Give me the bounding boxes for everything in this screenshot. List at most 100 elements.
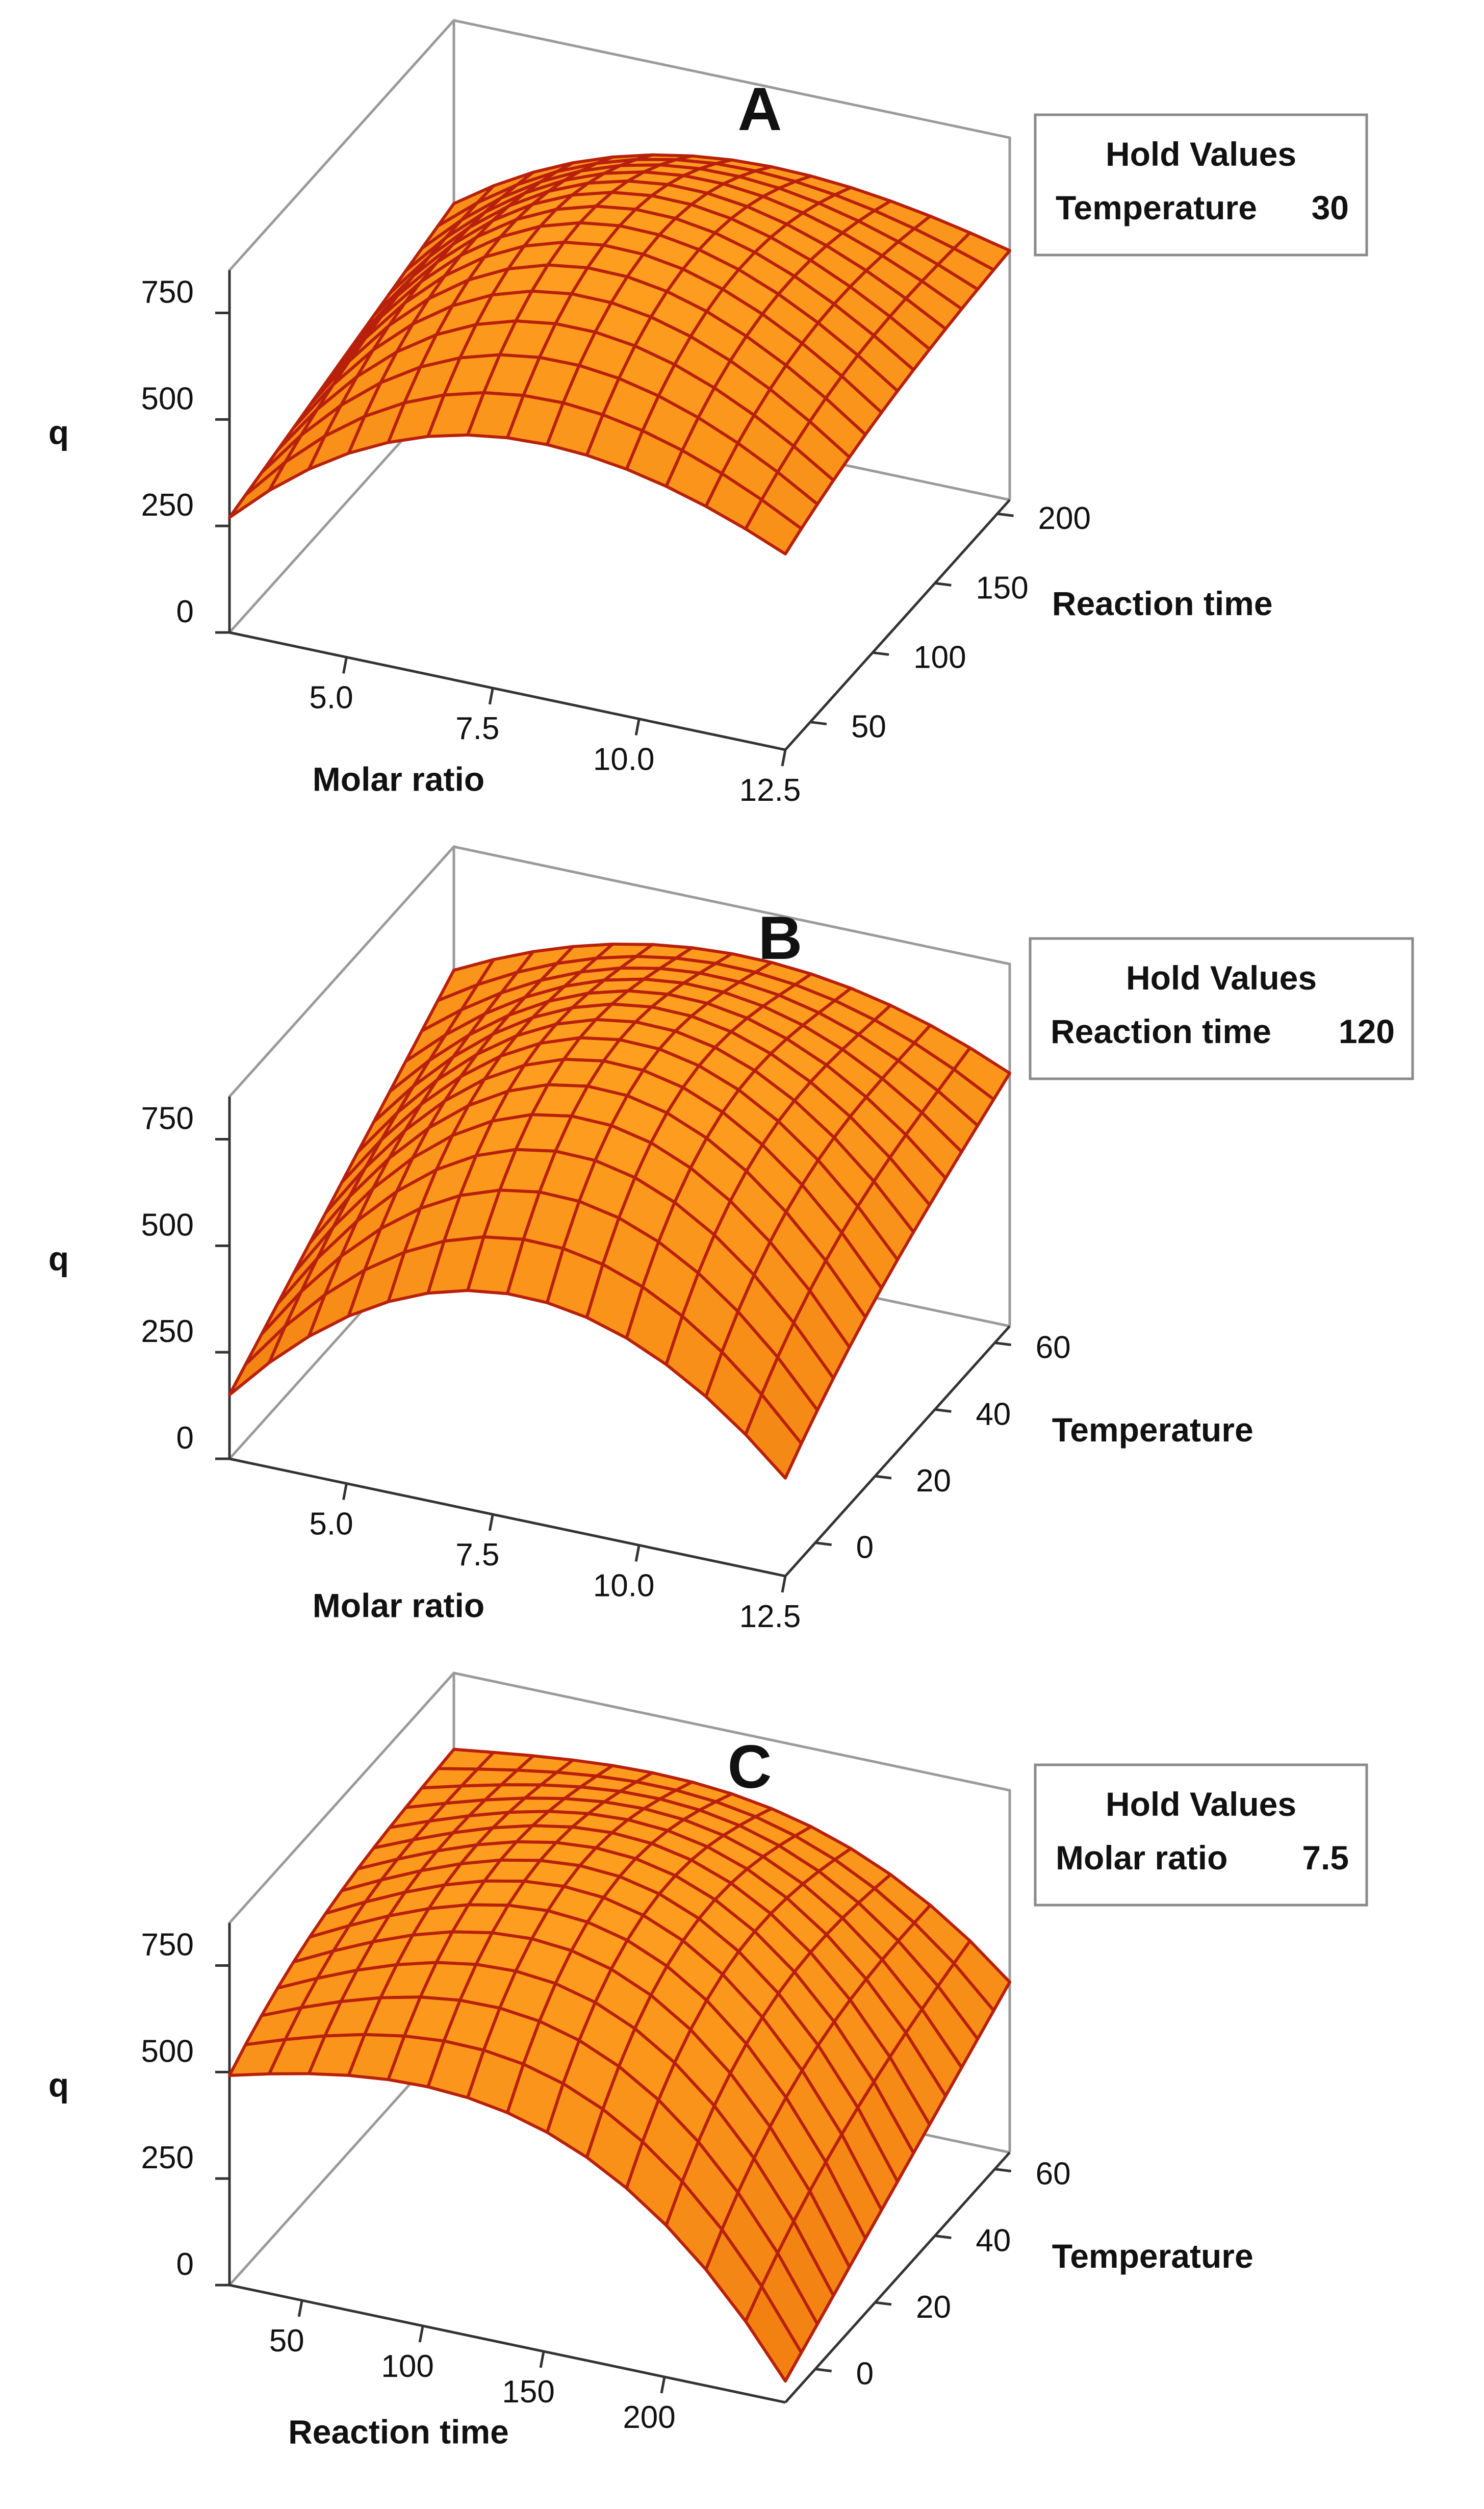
x-tick-label: 7.5 [455, 1537, 499, 1573]
x-tick-mark [539, 2351, 545, 2368]
y-axis-line [784, 1325, 1011, 1577]
y-tick-label: 60 [1036, 2157, 1071, 2192]
x-tick-mark [297, 2300, 303, 2317]
x-tick-mark [781, 749, 787, 767]
surface-cell [744, 498, 803, 555]
x-tick-label: 50 [269, 2323, 304, 2359]
x-axis-line [229, 2284, 786, 2404]
z-tick-label: 250 [141, 2140, 194, 2175]
response-surface [228, 153, 1011, 555]
hold-variable-value: 30 [1312, 189, 1349, 226]
z-tick-label: 250 [141, 1314, 194, 1349]
x-tick-mark [634, 1545, 641, 1562]
y-tick-mark [875, 1475, 892, 1480]
y-tick-mark [997, 512, 1014, 517]
z-tick-label: 250 [141, 488, 194, 523]
x-tick-label: 10.0 [593, 742, 655, 777]
hold-variable-value: 7.5 [1302, 1839, 1349, 1877]
hold-values-title: Hold Values [1106, 1785, 1296, 1823]
y-tick-label: 0 [856, 1530, 874, 1565]
hold-values-frame [1034, 113, 1368, 257]
z-tick-label: 0 [176, 1421, 194, 1456]
y-tick-label: 20 [916, 1463, 951, 1499]
z-axis-label: q [48, 1240, 69, 1278]
y-tick-label: 100 [913, 640, 966, 675]
surface-cell [744, 1392, 803, 1480]
y-tick-mark [810, 721, 827, 726]
z-tick-label: 500 [141, 1207, 194, 1243]
y-tick-mark [815, 1541, 832, 1547]
z-tick-label: 750 [141, 1928, 194, 1963]
y-tick-mark [935, 581, 952, 587]
panel-letter: A [738, 75, 782, 143]
x-tick-label: 12.5 [739, 773, 801, 808]
x-tick-label: 200 [623, 2400, 675, 2435]
z-tick-label: 500 [141, 2034, 194, 2069]
hold-values-title: Hold Values [1106, 135, 1296, 173]
hold-variable-name: Molar ratio [1056, 1839, 1227, 1877]
surface-cell [228, 1325, 287, 1397]
x-axis-line [229, 1457, 786, 1578]
surface-cell [744, 2285, 803, 2383]
x-tick-mark [342, 1483, 348, 1500]
x-tick-label: 5.0 [309, 1506, 353, 1541]
y-tick-label: 150 [976, 570, 1028, 605]
y-tick-mark [935, 1408, 952, 1413]
hold-variable-name: Reaction time [1051, 1012, 1271, 1050]
hold-values-box: Hold Values Reaction time 120 [1029, 937, 1414, 1080]
y-axis-label: Temperature [1052, 2237, 1253, 2275]
y-tick-label: 40 [976, 2223, 1011, 2258]
y-tick-label: 200 [1038, 501, 1091, 536]
y-axis-label: Temperature [1052, 1411, 1253, 1449]
hold-values-frame [1034, 1763, 1368, 1907]
panel-B: 0 250 500 750 q 5.0 7.5 10.0 12.5 Molar ratio 0 20 4… [48, 845, 1414, 1634]
hold-values-frame [1029, 937, 1414, 1080]
y-axis-line [784, 2151, 1011, 2403]
z-tick-label: 0 [176, 2247, 194, 2282]
response-surface [228, 943, 1011, 1480]
x-axis-label: Reaction time [288, 2413, 509, 2451]
x-tick-mark [634, 719, 641, 736]
y-tick-label: 40 [976, 1397, 1011, 1432]
x-tick-label: 150 [502, 2374, 554, 2410]
panel-A: 0 250 500 750 q 5.0 7.5 10.0 12.5 Molar ratio 50 10… [48, 19, 1368, 808]
x-tick-label: 100 [381, 2349, 433, 2384]
hold-values-title: Hold Values [1126, 959, 1317, 997]
hold-variable-value: 120 [1339, 1012, 1395, 1050]
x-tick-mark [488, 688, 494, 705]
surface-cell [228, 461, 287, 519]
x-tick-label: 12.5 [739, 1599, 801, 1634]
y-tick-label: 0 [856, 2356, 874, 2392]
y-tick-label: 50 [851, 709, 886, 745]
response-surface [228, 1747, 1011, 2383]
x-tick-label: 10.0 [593, 1568, 655, 1603]
x-tick-label: 5.0 [309, 680, 353, 715]
z-axis-label: q [48, 414, 69, 451]
hold-values-box: Hold Values Molar ratio 7.5 [1034, 1763, 1368, 1907]
panel-C: 0 250 500 750 q 50 100 150 200 Reaction time 0 20 40… [48, 1671, 1368, 2451]
z-tick-label: 500 [141, 381, 194, 416]
z-axis-label: q [48, 2066, 69, 2104]
z-tick-label: 0 [176, 594, 194, 629]
y-tick-mark [935, 2234, 952, 2239]
y-tick-mark [875, 2301, 892, 2306]
x-tick-label: 7.5 [455, 711, 499, 746]
x-tick-mark [660, 2376, 666, 2394]
panel-letter: C [728, 1733, 772, 1801]
z-tick-label: 750 [141, 1101, 194, 1136]
y-axis-label: Reaction time [1052, 585, 1273, 622]
x-tick-mark [781, 1576, 787, 1593]
hold-values-box: Hold Values Temperature 30 [1034, 113, 1368, 257]
y-tick-label: 20 [916, 2290, 951, 2325]
y-tick-mark [994, 2168, 1011, 2173]
y-tick-mark [994, 1341, 1011, 1347]
x-axis-line [229, 631, 786, 751]
x-tick-mark [418, 2325, 424, 2343]
x-tick-mark [488, 1514, 494, 1531]
x-axis-label: Molar ratio [313, 1587, 484, 1625]
x-tick-mark [342, 656, 348, 674]
y-axis-line [784, 499, 1011, 751]
x-axis-label: Molar ratio [313, 761, 484, 798]
z-tick-label: 750 [141, 275, 194, 310]
